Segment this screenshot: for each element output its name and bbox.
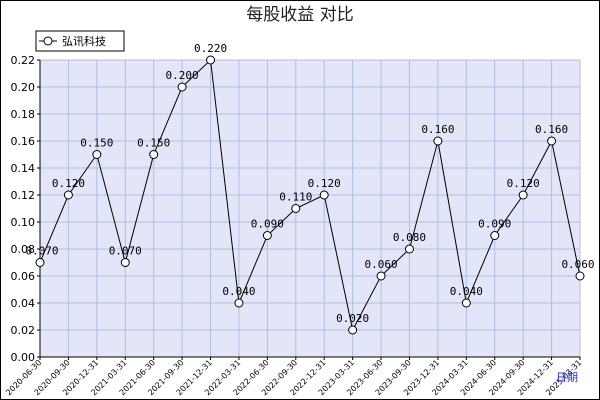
data-point	[376, 271, 386, 281]
y-tick-label: 0.04	[11, 297, 36, 310]
data-label: 0.020	[336, 312, 369, 325]
data-point	[262, 231, 272, 240]
data-point	[348, 325, 358, 335]
data-label: 0.070	[25, 245, 58, 258]
y-tick-label: 0.00	[11, 351, 36, 364]
data-point	[35, 258, 45, 267]
y-tick-label: 0.22	[11, 54, 36, 67]
data-point	[461, 298, 471, 308]
data-point	[575, 271, 585, 281]
data-label: 0.060	[561, 258, 594, 271]
legend-series-name: 弘讯科技	[62, 34, 106, 48]
data-label: 0.090	[478, 218, 511, 231]
data-label: 0.120	[308, 177, 341, 190]
data-point	[518, 190, 528, 200]
y-tick-label: 0.20	[11, 81, 36, 94]
axes	[39, 60, 580, 358]
data-label: 0.220	[194, 42, 227, 55]
data-label: 0.150	[80, 137, 113, 150]
data-label: 0.040	[222, 285, 255, 298]
series-markers	[35, 55, 585, 335]
data-point	[291, 204, 301, 213]
data-point	[206, 55, 216, 65]
y-tick-label: 0.16	[11, 135, 36, 148]
y-tick-label: 0.02	[11, 324, 36, 337]
data-label: 0.070	[109, 245, 142, 258]
data-label: 0.110	[279, 191, 312, 204]
y-tick-label: 0.08	[11, 243, 36, 256]
data-label: 0.160	[421, 123, 454, 136]
y-tick-label: 0.18	[11, 108, 36, 121]
data-label: 0.150	[137, 137, 170, 150]
y-tick-label: 0.12	[11, 189, 36, 202]
legend-box	[35, 30, 125, 52]
data-label: 0.200	[166, 69, 199, 82]
data-label: 0.120	[52, 177, 85, 190]
data-point	[92, 150, 102, 159]
data-label: 0.060	[364, 258, 397, 271]
chart-title: 每股收益 对比	[246, 5, 353, 25]
data-point	[120, 258, 130, 267]
data-labels: 0.070 0.120 0.150 0.070 0.150 0.200 0.220 0.040…	[25, 42, 594, 325]
legend: 弘讯科技	[35, 30, 125, 52]
data-point	[177, 82, 187, 92]
y-tick-label: 0.06	[11, 270, 36, 283]
data-label: 0.040	[450, 285, 483, 298]
legend-marker-icon	[43, 36, 53, 46]
x-axis-label: 日期	[556, 371, 578, 384]
y-tick-label: 0.10	[11, 216, 36, 229]
y-axis-ticks: 0.00 0.02 0.04 0.06 0.08 0.10 0.12 0.14 0.16 0.18…	[11, 54, 40, 364]
data-label: 0.160	[535, 123, 568, 136]
data-point	[234, 298, 244, 308]
series-line-layer	[39, 58, 581, 332]
data-label: 0.080	[393, 231, 426, 244]
data-point	[547, 136, 557, 146]
data-point	[319, 190, 329, 200]
data-point	[404, 244, 414, 254]
data-point	[433, 136, 443, 146]
y-tick-label: 0.14	[11, 162, 36, 175]
plot-area	[40, 60, 580, 357]
data-point	[490, 231, 500, 240]
data-point	[149, 150, 159, 159]
data-point	[63, 190, 73, 200]
x-axis-ticks: 2020-06-302020-09-302020-12-312021-03-31…	[4, 357, 583, 397]
data-label: 0.120	[507, 177, 540, 190]
series-line	[39, 58, 581, 332]
data-label: 0.090	[251, 218, 284, 231]
